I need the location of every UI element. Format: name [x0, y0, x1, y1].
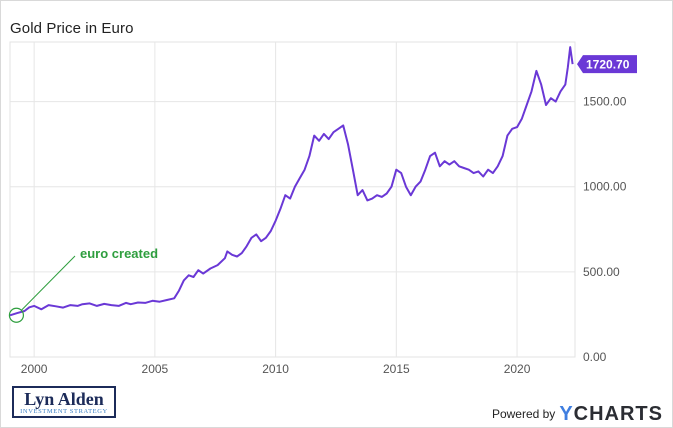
plot-area: [9, 41, 576, 358]
euro-created-pointer: [21, 255, 76, 311]
powered-by-ycharts[interactable]: Powered by YCHARTS: [492, 404, 663, 424]
euro-created-marker: [8, 307, 25, 323]
y-tick-label-0: 0.00: [583, 350, 607, 364]
chart-title: Gold Price in Euro: [10, 20, 134, 37]
y-tick-label-1000: 1000.00: [583, 180, 627, 194]
euro-created-annotation: euro created: [80, 246, 158, 261]
x-tick-label-2005: 2005: [142, 362, 169, 376]
y-tick-label-1500: 1500.00: [583, 95, 627, 109]
x-tick-label-2020: 2020: [504, 362, 531, 376]
ycharts-logo: YCHARTS: [559, 403, 663, 425]
last-value-flag: [577, 55, 637, 74]
y-tick-label-500: 500.00: [583, 265, 620, 279]
powered-by-label: Powered by: [491, 407, 556, 421]
last-value-label: 1720.70: [586, 58, 630, 72]
x-tick-label-2010: 2010: [262, 362, 289, 376]
logo-name: Lyn Alden: [24, 389, 104, 409]
x-tick-label-2000: 2000: [21, 362, 48, 376]
x-tick-label-2015: 2015: [383, 362, 410, 376]
lyn-alden-logo: Lyn Alden INVESTMENT STRATEGY: [12, 386, 116, 418]
logo-tagline: INVESTMENT STRATEGY: [20, 408, 108, 415]
gold-price-line: [9, 46, 574, 317]
